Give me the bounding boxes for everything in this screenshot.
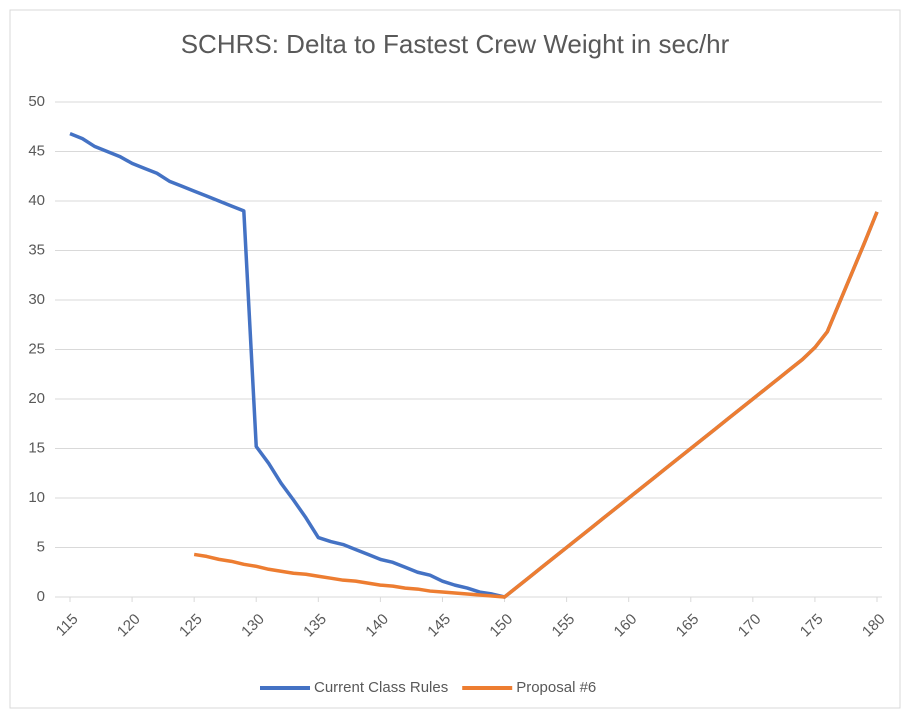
legend-label: Current Class Rules xyxy=(314,679,448,696)
chart-border xyxy=(9,9,901,709)
y-tick-label: 40 xyxy=(28,192,45,209)
y-tick-label: 0 xyxy=(37,588,45,605)
y-tick-label: 5 xyxy=(37,538,45,555)
chart-title: SCHRS: Delta to Fastest Crew Weight in s… xyxy=(181,29,730,59)
series-line xyxy=(193,211,879,599)
y-tick-label: 20 xyxy=(28,390,45,407)
y-tick-label: 10 xyxy=(28,489,45,506)
y-tick-label: 45 xyxy=(28,142,45,159)
legend-label: Proposal #6 xyxy=(516,679,596,696)
y-tick-label: 35 xyxy=(28,241,45,258)
y-tick-label: 15 xyxy=(28,439,45,456)
y-tick-label: 25 xyxy=(28,340,45,357)
y-tick-label: 50 xyxy=(28,93,45,110)
y-tick-label: 30 xyxy=(28,291,45,308)
